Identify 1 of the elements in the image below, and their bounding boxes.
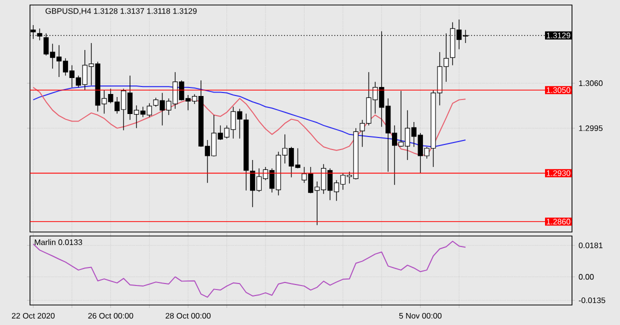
line-series [32, 240, 466, 298]
